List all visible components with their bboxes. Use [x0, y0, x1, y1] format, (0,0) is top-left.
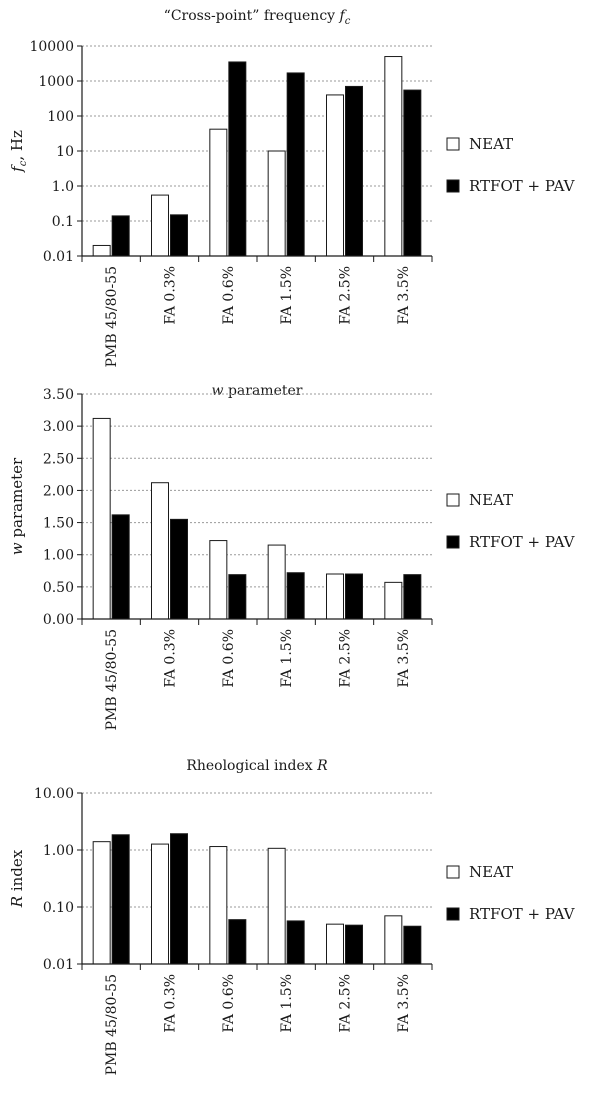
- bar-rtfot-pav: [286, 920, 305, 965]
- legend-swatch-rtfot-pav: [446, 535, 460, 549]
- x-category-label: FA 3.5%: [396, 629, 412, 688]
- chart-1: “Cross-point” frequency fc 0.01 0.1 1.0 10 10…: [8, 8, 576, 367]
- bar-neat: [209, 540, 228, 620]
- chart-2: w parameter 0.00 0.50 1.00 1.50 2.00 2.50 3.00 3…: [8, 383, 576, 730]
- bars: [92, 833, 422, 965]
- x-category-label: FA 1.5%: [279, 974, 295, 1033]
- legend-label-rtfot-pav: RTFOT + PAV: [469, 905, 576, 923]
- bar-rtfot-pav: [403, 574, 422, 620]
- chart-title: “Cross-point” frequency fc: [164, 8, 351, 27]
- y-tick-label: 10.00: [34, 786, 74, 802]
- bars: [92, 417, 422, 620]
- bar-neat: [384, 581, 403, 620]
- x-category-label: FA 0.6%: [221, 629, 237, 688]
- bar-rtfot-pav: [170, 518, 188, 620]
- x-category-label: FA 0.3%: [163, 266, 179, 325]
- y-tick-label: 1.00: [43, 843, 74, 859]
- x-category-label: FA 0.3%: [163, 629, 179, 688]
- bar-rtfot-pav: [111, 215, 130, 257]
- y-tick-label: 0.1: [52, 214, 74, 230]
- y-axis-label: w parameter: [8, 457, 26, 555]
- y-axis-label: fc, Hz: [8, 130, 29, 173]
- y-tick-label: 10000: [29, 39, 74, 55]
- y-tick-label: 0.01: [43, 249, 74, 265]
- bar-neat: [151, 843, 169, 965]
- y-tick-label: 3.00: [43, 419, 74, 435]
- bars: [92, 56, 422, 257]
- bar-rtfot-pav: [286, 72, 305, 257]
- bar-neat: [384, 56, 403, 257]
- x-category-label: FA 0.6%: [221, 974, 237, 1033]
- legend-label-rtfot-pav: RTFOT + PAV: [469, 533, 576, 551]
- x-category-label: FA 2.5%: [338, 266, 354, 325]
- x-category-label: FA 2.5%: [338, 629, 354, 688]
- bar-neat: [92, 244, 111, 257]
- bar-rtfot-pav: [111, 834, 130, 965]
- bar-neat: [384, 915, 403, 965]
- bar-neat: [267, 150, 286, 257]
- legend-label-rtfot-pav: RTFOT + PAV: [469, 177, 576, 195]
- x-category-label: PMB 45/80-55: [104, 629, 120, 730]
- bar-neat: [326, 573, 344, 620]
- x-category-label: FA 3.5%: [396, 974, 412, 1033]
- legend-label-neat: NEAT: [469, 491, 513, 509]
- bar-rtfot-pav: [403, 89, 422, 257]
- bar-rtfot-pav: [228, 574, 247, 620]
- x-category-label: FA 1.5%: [279, 629, 295, 688]
- bar-rtfot-pav: [228, 61, 247, 257]
- bar-rtfot-pav: [345, 924, 363, 965]
- y-tick-label: 0.50: [43, 580, 74, 596]
- bar-neat: [267, 544, 286, 620]
- bar-neat: [326, 94, 344, 257]
- bar-neat: [326, 923, 344, 965]
- x-category-label: FA 2.5%: [338, 974, 354, 1033]
- bar-neat: [151, 194, 169, 257]
- bar-rtfot-pav: [170, 214, 188, 257]
- bar-rtfot-pav: [345, 573, 363, 620]
- x-category-label: PMB 45/80-55: [104, 266, 120, 367]
- bar-neat: [267, 847, 286, 965]
- bar-rtfot-pav: [403, 925, 422, 965]
- bar-neat: [209, 128, 228, 257]
- y-tick-label: 1.50: [43, 516, 74, 532]
- bar-neat: [92, 841, 111, 965]
- legend-swatch-rtfot-pav: [446, 179, 460, 193]
- legend-label-neat: NEAT: [469, 863, 513, 881]
- x-category-label: FA 0.3%: [163, 974, 179, 1033]
- x-category-label: FA 0.6%: [221, 266, 237, 325]
- x-category-label: PMB 45/80-55: [104, 974, 120, 1075]
- bar-neat: [209, 846, 228, 965]
- chart-title: Rheological index R: [186, 758, 328, 774]
- bar-rtfot-pav: [345, 85, 363, 257]
- y-tick-label: 1000: [38, 74, 74, 90]
- x-category-label: FA 1.5%: [279, 266, 295, 325]
- y-tick-label: 2.50: [43, 451, 74, 467]
- y-axis-label: R index: [8, 849, 26, 908]
- x-category-label: FA 3.5%: [396, 266, 412, 325]
- legend-swatch-neat: [446, 137, 460, 151]
- y-tick-label: 1.00: [43, 548, 74, 564]
- legend-swatch-neat: [446, 865, 460, 879]
- y-tick-label: 100: [47, 109, 74, 125]
- bar-rtfot-pav: [111, 514, 130, 620]
- y-tick-label: 0.01: [43, 957, 74, 973]
- chart-title: w parameter: [212, 383, 303, 399]
- bar-rtfot-pav: [286, 572, 305, 620]
- y-tick-label: 1.0: [52, 179, 74, 195]
- bar-neat: [92, 417, 111, 620]
- legend-swatch-neat: [446, 493, 460, 507]
- y-tick-label: 0.00: [43, 612, 74, 628]
- legend-swatch-rtfot-pav: [446, 907, 460, 921]
- y-tick-label: 3.50: [43, 387, 74, 403]
- chart-3: Rheological index R 0.01 0.10 1.00 10.00 R in…: [8, 758, 576, 1075]
- bar-neat: [151, 482, 169, 620]
- legend-label-neat: NEAT: [469, 135, 513, 153]
- y-tick-label: 0.10: [43, 900, 74, 916]
- bar-rtfot-pav: [228, 919, 247, 965]
- y-tick-label: 10: [56, 144, 74, 160]
- y-tick-label: 2.00: [43, 483, 74, 499]
- bar-rtfot-pav: [170, 833, 188, 965]
